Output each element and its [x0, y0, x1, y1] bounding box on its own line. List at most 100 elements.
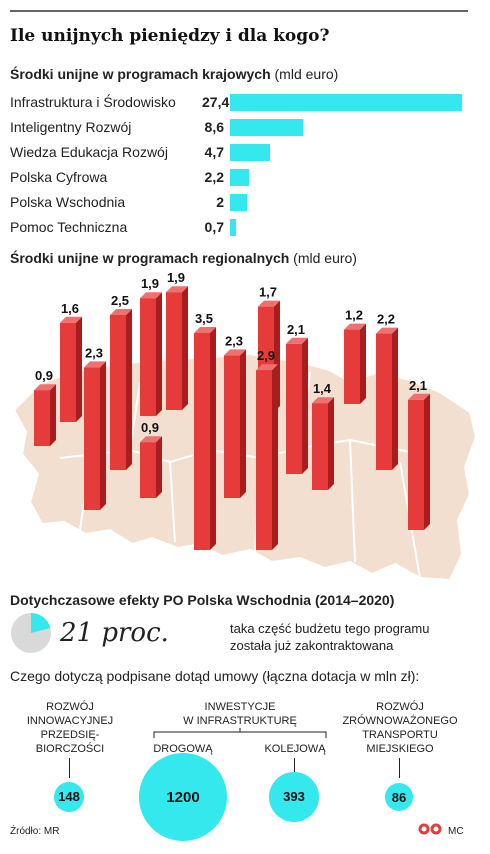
regional-bar-top [376, 327, 398, 334]
regional-bar-top [34, 384, 56, 391]
regional-bar-front [194, 333, 210, 550]
regional-bar-side [302, 337, 308, 474]
national-value-label: 4,7 [204, 144, 224, 160]
regional-bar-top [224, 349, 246, 356]
g1-line3: PRZEDSIĘ- [40, 729, 100, 741]
regional-bar-top [166, 286, 188, 293]
national-bar [230, 194, 247, 211]
regional-value-label: 2,3 [225, 333, 243, 348]
regional-value-label: 2,1 [409, 378, 427, 393]
regional-bar-side [156, 436, 162, 498]
regional-bar: 1,6 [60, 301, 82, 422]
regional-bar-front [256, 370, 272, 550]
top-rule [10, 10, 468, 12]
regional-bar: 2,3 [224, 333, 246, 498]
group-infrastructure-label: INWESTYCJE W INFRASTRUKTURĘ [150, 700, 330, 728]
regional-bar-top [408, 393, 430, 400]
g3-line3: TRANSPORTU [362, 729, 438, 741]
regional-bar: 0,9 [34, 368, 56, 446]
g2-line1: INWESTYCJE [204, 701, 276, 713]
national-heading-bold: Środki unijne w programach krajowych [10, 66, 271, 82]
national-value-label: 27,4 [202, 94, 230, 110]
regional-bars: 0,9 1,6 2,3 2,5 1,9 0,9 1,9 3,5 2,3 1,7 2,9 2,1 1,4 1… [34, 270, 430, 550]
regional-bar-side [240, 349, 246, 498]
regional-value-label: 2,2 [377, 312, 395, 327]
national-category-label: Polska Wschodnia [10, 194, 126, 210]
regional-value-label: 1,4 [313, 381, 332, 396]
effects-description: taka część budżetu tego programu została … [230, 620, 450, 654]
regional-bar-front [110, 315, 126, 470]
regional-bar-front [84, 367, 100, 510]
regional-bar-top [286, 337, 308, 344]
regional-bar-front [140, 442, 156, 498]
regional-bar-front [224, 355, 240, 498]
regional-bar: 1,9 [166, 270, 188, 410]
national-value-label: 0,7 [204, 219, 224, 235]
regional-bar-top [140, 292, 162, 299]
connector-line-3 [294, 758, 295, 778]
regional-bar-top [344, 323, 366, 330]
regional-value-label: 3,5 [195, 311, 213, 326]
regional-value-label: 1,7 [259, 285, 277, 300]
regional-bar: 2,2 [376, 312, 398, 470]
regional-bar-side [182, 286, 188, 410]
group-innovation-label: ROZWÓJ INNOWACYJNEJ PRZEDSIĘ- BIORCZOŚCI [20, 700, 120, 756]
regional-bar-top [258, 300, 280, 307]
national-category-label: Pomoc Techniczna [10, 219, 128, 235]
national-bar [230, 94, 462, 111]
national-bar [230, 119, 303, 136]
regional-bar-front [140, 298, 156, 416]
regional-bar-top [194, 327, 216, 333]
effects-desc-line2: została już zakontraktowana [230, 638, 394, 653]
effects-desc-line1: taka część budżetu tego programu [230, 621, 430, 636]
national-value-label: 2 [216, 194, 224, 210]
regional-bar-front [376, 333, 392, 470]
regional-bar: 1,2 [344, 308, 366, 404]
effects-big-number: 21 proc. [60, 618, 169, 648]
regional-bar: 1,9 [140, 276, 162, 416]
effects-heading-text: Dotychczasowe efekty PO Polska Wschodnia… [10, 592, 395, 608]
national-heading-unit: (mld euro) [270, 66, 339, 82]
g2-rail-label: KOLEJOWĄ [264, 743, 326, 755]
regional-bar: 2,5 [110, 293, 132, 470]
page-title: Ile unijnych pieniędzy i dla kogo? [10, 26, 330, 46]
regional-bar-top [312, 397, 334, 404]
regional-bar-side [76, 316, 82, 422]
contracts-heading: Czego dotyczą podpisane dotąd umowy (łąc… [10, 668, 420, 684]
effects-pie-chart [11, 613, 51, 653]
g2-line2: W INFRASTRUKTURĘ [183, 715, 297, 727]
regional-bar-front [166, 292, 182, 410]
contract-bubble: 148 [53, 781, 85, 813]
g3-line2: ZRÓWNOWAŻONEGO [342, 715, 458, 727]
regional-bar-front [286, 343, 302, 474]
regional-bar-top [110, 309, 132, 315]
regional-bar: 2,1 [408, 378, 430, 530]
regional-value-label: 1,9 [141, 276, 159, 291]
national-value-label: 2,2 [204, 169, 224, 185]
g3-line1: ROZWÓJ [376, 701, 424, 713]
regional-value-label: 2,3 [85, 345, 103, 360]
contract-bubble: 393 [268, 771, 320, 823]
regional-map-chart: 0,9 1,6 2,3 2,5 1,9 0,9 1,9 3,5 2,3 1,7 2,9 2,1 1,4 1… [0, 262, 490, 592]
regional-bar-top [256, 364, 278, 371]
regional-bar: 3,5 [194, 311, 216, 550]
g1-line1: ROZWÓJ [46, 701, 94, 713]
contract-bubble: 1200 [139, 753, 227, 841]
regional-bar-front [408, 399, 424, 530]
national-bar [230, 144, 270, 161]
regional-heading-bold: Środki unijne w programach regionalnych [10, 250, 290, 266]
regional-value-label: 1,2 [345, 308, 363, 323]
regional-value-label: 2,1 [287, 322, 305, 337]
regional-bar-side [126, 309, 132, 470]
regional-bar: 2,9 [256, 348, 278, 550]
national-category-label: Polska Cyfrowa [10, 169, 108, 185]
regional-value-label: 2,9 [257, 348, 275, 363]
national-category-label: Wiedza Edukacja Rozwój [10, 144, 168, 160]
regional-value-label: 2,5 [111, 293, 129, 308]
regional-bar-side [272, 364, 278, 550]
pie-slice-contracted [31, 613, 51, 633]
regional-bar: 2,1 [286, 322, 308, 474]
regional-bar-side [424, 393, 430, 530]
regional-value-label: 1,9 [167, 270, 185, 285]
g3-line4: MIEJSKIEGO [366, 743, 434, 755]
